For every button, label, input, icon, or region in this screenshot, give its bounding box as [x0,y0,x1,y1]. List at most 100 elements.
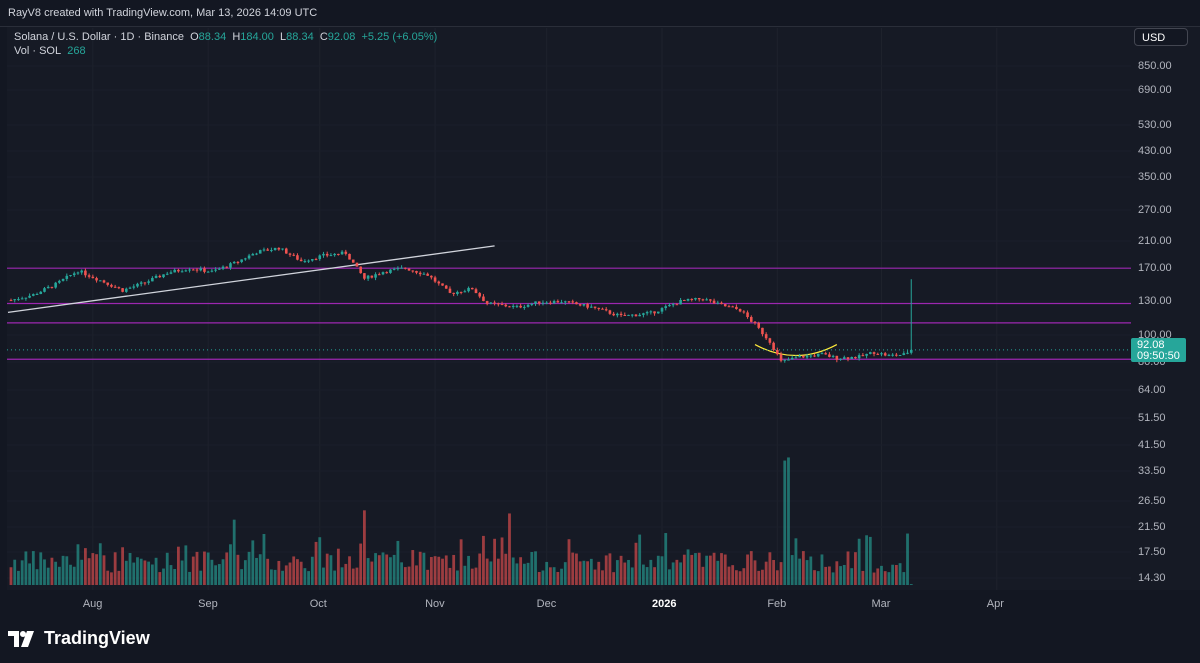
candle-body [764,334,768,339]
volume-bar [586,561,589,585]
candle-body [355,262,359,267]
candle-body [184,270,188,272]
candle-body [415,270,418,273]
candle-body [552,301,556,304]
volume-bar [43,559,46,585]
candle-body [110,284,113,287]
volume-bar [452,554,456,585]
candle-body [902,353,906,355]
candle-body [348,253,351,260]
y-tick-label: 26.50 [1138,495,1166,507]
volume-bar [675,559,679,585]
candle-body [816,353,820,357]
candle-body [519,305,522,308]
candle-body [467,287,470,292]
candle-body [404,267,407,269]
candle-body [500,304,504,306]
candle-body [850,356,854,359]
volume-bar [210,559,214,585]
candle-body [586,304,589,308]
volume-bar [31,551,35,585]
volume-bar [798,558,802,585]
volume-bar [534,551,537,585]
candle-body [147,281,150,283]
candle-body [761,327,764,335]
candle-body [746,312,749,317]
currency-button[interactable]: USD [1134,28,1188,46]
volume-bar [571,552,575,585]
y-tick-label: 270.00 [1138,204,1172,216]
volume-bar [656,555,660,585]
candle-body [448,288,452,293]
candle-body [351,259,355,263]
volume-bar [366,558,370,585]
candle-body [567,301,571,303]
volume-bar [72,566,76,585]
volume-bar [199,570,203,585]
volume-bar [232,519,236,585]
volume-bar [348,556,351,585]
candle-body [872,352,876,354]
volume-bar [284,565,288,585]
candle-body [229,263,232,268]
candle-body [511,305,515,307]
trendline [7,245,495,313]
candle-body [377,274,381,276]
candle-body [430,275,433,278]
candle-body [813,355,816,357]
volume-bar [411,550,415,585]
volume-bar [772,559,775,585]
candle-body [709,299,712,301]
candle-body [87,275,91,277]
candle-body [58,280,61,283]
volume-bar [898,563,902,585]
legend-volume-label[interactable]: Vol · SOL [14,45,62,57]
price-axis[interactable] [1131,27,1200,590]
volume-bar [627,559,630,585]
candle-body [735,306,738,310]
volume-bar [801,551,805,585]
candle-body [753,321,757,323]
volume-bar [299,561,303,585]
candle-body [563,301,567,303]
volume-bar [54,561,58,585]
candle-body [794,357,798,359]
volume-bar [247,551,251,585]
candle-body [173,269,176,273]
volume-bar [805,560,809,585]
legend-low-value: 88.34 [286,31,314,43]
y-tick-label: 170.00 [1138,262,1172,274]
volume-bar [764,561,768,585]
candle-body [214,269,217,271]
volume-bar [303,568,307,585]
volume-bar [575,553,578,585]
candle-body [712,300,716,304]
volume-bar [894,564,898,585]
candle-body [370,275,374,278]
candle-body [839,358,842,360]
chart-plot-area[interactable] [7,27,1131,590]
volume-bar [106,570,110,585]
volume-bar [723,554,727,585]
candle-body [857,355,861,359]
volume-bar [206,552,210,585]
candle-body [76,272,80,274]
candle-body [195,269,199,271]
volume-bar [292,556,296,585]
volume-bar [530,552,534,585]
candle-body [400,267,403,269]
volume-bar [820,554,824,585]
candle-body [601,308,604,310]
volume-bar [567,539,571,585]
legend-symbol[interactable]: Solana / U.S. Dollar · 1D · Binance [14,31,184,43]
volume-bar [217,564,221,585]
volume-bar [511,557,515,585]
candle-body [247,255,251,259]
volume-bar [344,563,348,585]
volume-bar [370,561,374,585]
volume-bar [340,567,344,585]
candle-body [188,269,191,271]
candle-body [869,352,872,354]
volume-bar [909,584,913,585]
